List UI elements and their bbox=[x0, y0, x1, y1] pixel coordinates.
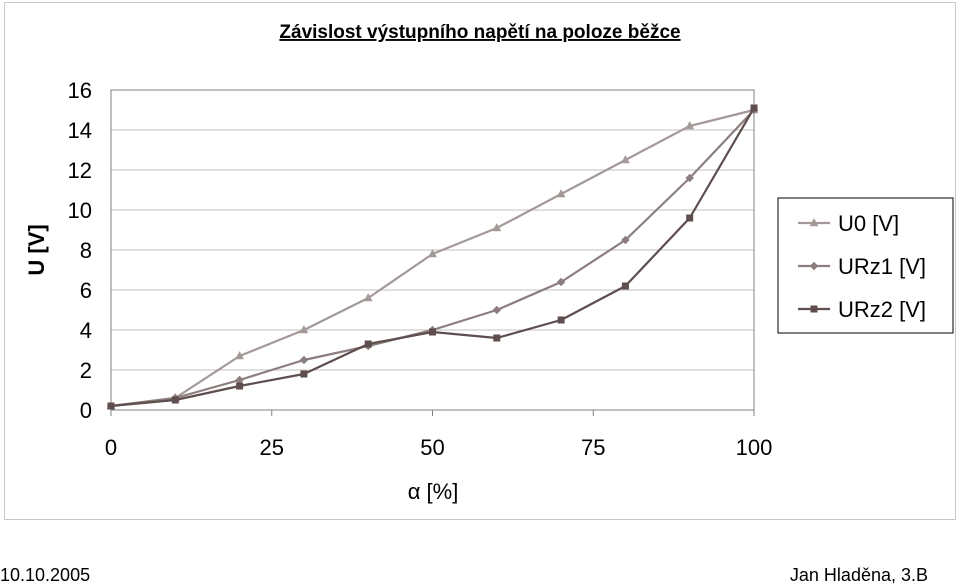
legend-label: URz2 [V] bbox=[838, 297, 926, 322]
data-point bbox=[429, 328, 436, 336]
data-point bbox=[236, 382, 244, 390]
data-point bbox=[171, 396, 179, 404]
series-group bbox=[106, 104, 759, 411]
footer-author: Jan Hladěna, 3.B bbox=[789, 565, 928, 585]
y-tick-label: 10 bbox=[68, 198, 92, 223]
series-2 bbox=[106, 105, 759, 411]
axes: 0 2 4 6 8 10 12 14 16 0 25 50 75 100 bbox=[68, 78, 773, 460]
data-point bbox=[685, 173, 695, 183]
y-tick-label: 4 bbox=[80, 318, 92, 343]
x-tick-label: 0 bbox=[105, 435, 117, 460]
data-point bbox=[299, 324, 309, 334]
data-point bbox=[685, 120, 695, 130]
x-tick-label: 50 bbox=[420, 435, 444, 460]
data-point bbox=[428, 248, 437, 258]
data-point bbox=[364, 340, 372, 348]
chart: Závislost výstupního napětí na poloze bě… bbox=[24, 22, 954, 504]
x-tick-label: 25 bbox=[260, 435, 284, 460]
series-line bbox=[110, 109, 755, 408]
series-1 bbox=[106, 104, 759, 410]
legend-item: U0 [V] bbox=[798, 211, 899, 236]
data-point bbox=[556, 277, 566, 287]
data-point bbox=[235, 350, 245, 360]
legend-marker bbox=[809, 261, 819, 271]
data-point bbox=[556, 188, 566, 198]
data-point bbox=[686, 214, 694, 222]
x-tick-label: 100 bbox=[736, 435, 773, 460]
series-line bbox=[110, 108, 755, 408]
y-tick-label: 0 bbox=[80, 398, 92, 423]
series-3 bbox=[107, 104, 758, 410]
y-axis-label: U [V] bbox=[24, 224, 49, 275]
legend-marker bbox=[809, 217, 819, 227]
legend-label: URz1 [V] bbox=[838, 254, 926, 279]
chart-title: Závislost výstupního napětí na poloze bě… bbox=[279, 22, 680, 43]
data-point bbox=[107, 402, 115, 410]
y-tick-label: 14 bbox=[68, 118, 92, 143]
legend-marker bbox=[810, 305, 818, 313]
legend: U0 [V] URz1 [V] URz2 [V] bbox=[777, 197, 954, 334]
y-tick-label: 16 bbox=[68, 78, 92, 103]
y-tick-label: 2 bbox=[80, 358, 92, 383]
legend-label: U0 [V] bbox=[838, 211, 899, 236]
y-tick-label: 8 bbox=[80, 238, 92, 263]
data-point bbox=[492, 305, 502, 315]
y-tick-label: 6 bbox=[80, 278, 92, 303]
data-point bbox=[299, 355, 309, 365]
data-point bbox=[493, 334, 501, 342]
legend-item: URz1 [V] bbox=[798, 254, 926, 279]
data-point bbox=[492, 222, 502, 232]
data-point bbox=[621, 235, 630, 245]
legend-box bbox=[777, 197, 954, 334]
y-tick-label: 12 bbox=[68, 158, 92, 183]
data-point bbox=[557, 316, 565, 324]
legend-item: URz2 [V] bbox=[798, 297, 926, 322]
chart-frame bbox=[4, 2, 956, 520]
footer-date: 10.10.2005 bbox=[0, 565, 91, 585]
data-point bbox=[621, 282, 629, 290]
data-point bbox=[750, 104, 758, 112]
data-point bbox=[300, 370, 308, 378]
grid bbox=[111, 129, 754, 371]
x-axis-label: α [%] bbox=[408, 479, 459, 504]
data-point bbox=[363, 292, 373, 302]
x-tick-label: 75 bbox=[581, 435, 605, 460]
data-point bbox=[620, 154, 630, 164]
